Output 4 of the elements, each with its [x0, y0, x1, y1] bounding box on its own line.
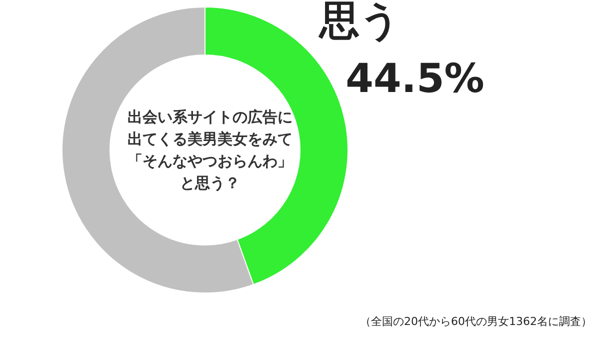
slice-label: 思う — [318, 0, 400, 44]
text: 出会い系サイトの広告に出てくる美男美女をみて「そんなやつおらんわ」と思う？ — [128, 108, 292, 192]
text: （全国の20代から60代の男女1362名に調査） — [360, 315, 592, 328]
data-label: 44.5% — [346, 56, 484, 102]
